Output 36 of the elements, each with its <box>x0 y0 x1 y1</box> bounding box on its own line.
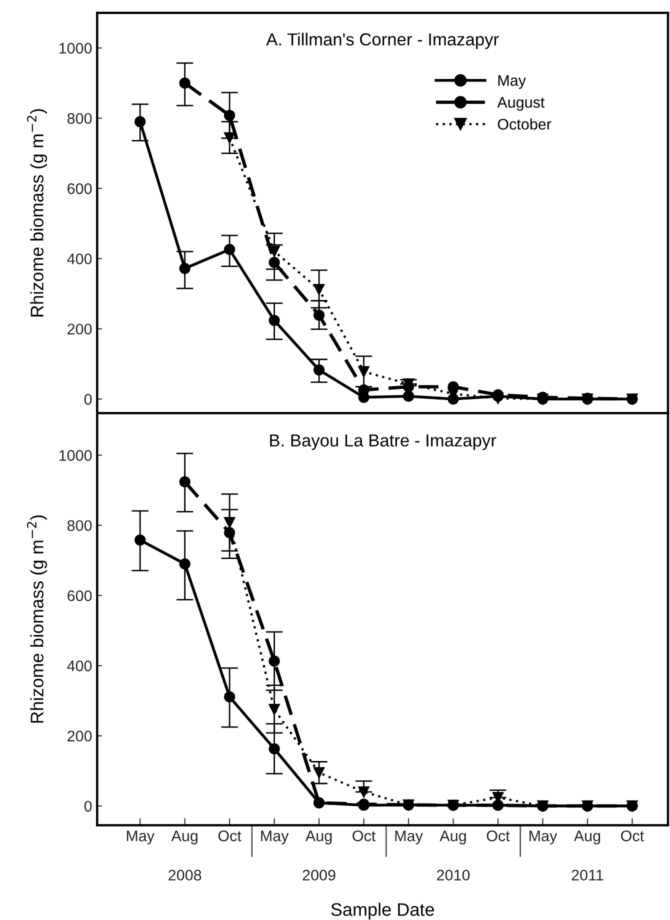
text: 2009 <box>302 870 336 881</box>
text: A. Tillman's Corner - Imazapyr <box>266 32 499 49</box>
y-tick-label: 1000 <box>59 42 92 54</box>
x-tick-label: Oct <box>352 830 376 842</box>
y-tick-label: 800 <box>67 113 92 124</box>
x-tick-label: Oct <box>218 830 242 842</box>
y-tick-label: 400 <box>67 660 92 672</box>
y-tick-label: 800 <box>67 520 92 532</box>
y-axis-title: Rhizome biomass (g m$^{−2}$) <box>26 515 48 723</box>
legend-label: August <box>497 97 545 111</box>
x-tick-label: Aug <box>305 830 332 844</box>
legend-label: October <box>498 118 552 130</box>
x-tick-label: May <box>261 830 289 844</box>
y-tick-label: 200 <box>68 324 92 335</box>
x-tick-label: Oct <box>486 830 510 842</box>
x-tick-label: Aug <box>171 830 198 844</box>
y-tick-label: 400 <box>67 253 92 264</box>
legend-label: May <box>498 75 526 89</box>
text: 2008 <box>168 870 202 881</box>
x-tick-label: May <box>395 830 423 844</box>
x-axis-title: Sample Date <box>331 902 434 920</box>
y-tick-label: 600 <box>68 183 92 194</box>
y-tick-label: 200 <box>68 730 92 742</box>
x-tick-label: Oct <box>621 830 644 842</box>
y-tick-label: 1000 <box>59 450 92 461</box>
y-axis-title: Rhizome biomass (g m$^{−2}$) <box>26 109 48 316</box>
y-tick-label: 0 <box>84 800 92 812</box>
x-tick-label: Aug <box>574 830 600 844</box>
y-tick-label: 0 <box>84 394 92 405</box>
text: 2011 <box>572 870 604 881</box>
text: B. Bayou La Batre - Imazapyr <box>270 434 496 450</box>
x-tick-label: Aug <box>440 830 466 844</box>
x-tick-label: May <box>530 830 558 844</box>
text: 2010 <box>437 870 470 881</box>
x-tick-label: May <box>126 830 154 844</box>
y-tick-label: 600 <box>68 590 92 602</box>
